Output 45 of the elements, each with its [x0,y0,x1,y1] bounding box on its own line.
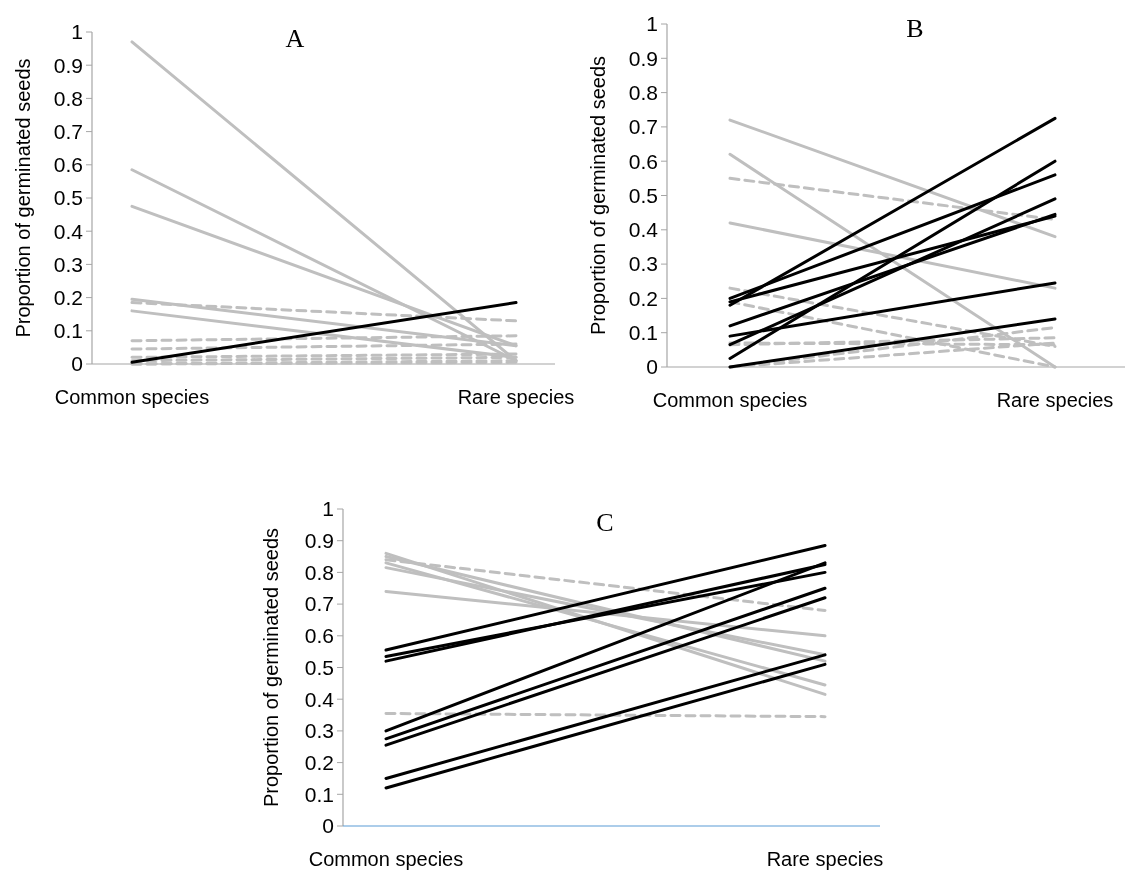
y-tick-label: 0.8 [304,560,334,584]
y-tick-label: 0.2 [53,285,83,309]
y-tick-label: 0.7 [304,592,334,616]
y-tick-label: 0.7 [53,119,83,143]
chart-title: B [906,14,924,44]
x-tick-label: Rare species [996,389,1114,411]
chart-title: C [596,508,614,538]
y-tick-label: 1 [71,20,83,44]
x-tick-label: Common species [308,848,464,870]
x-tick-label: Common species [54,386,210,408]
y-tick-label: 0.2 [304,750,334,774]
y-tick-label: 0.1 [304,782,334,806]
y-tick-label: 0.3 [304,719,334,743]
x-tick-label: Rare species [457,386,575,408]
y-tick-label: 0.6 [53,153,83,177]
y-tick-label: 0.3 [53,252,83,276]
y-axis-title: Proportion of germinated seeds [260,527,282,808]
y-axis-title: Proportion of germinated seeds [12,58,34,338]
y-tick-label: 0.2 [628,286,658,310]
y-tick-label: 0.7 [628,115,658,139]
y-tick-label: 0 [71,352,83,376]
y-tick-label: 0.6 [628,149,658,173]
y-tick-label: 0.9 [304,529,334,553]
y-tick-label: 0.1 [53,319,83,343]
y-tick-label: 1 [322,497,334,521]
y-tick-label: 0.4 [53,219,84,243]
y-tick-label: 0.9 [628,46,658,70]
y-tick-label: 0 [322,814,334,838]
y-tick-label: 0.8 [53,86,83,110]
y-tick-label: 0.1 [628,321,658,345]
y-tick-label: 0.6 [304,624,334,648]
y-tick-label: 0.4 [628,218,659,242]
y-tick-label: 0.3 [628,252,658,276]
x-tick-label: Rare species [766,848,884,870]
x-tick-label: Common species [652,389,808,411]
y-tick-label: 0.4 [304,687,335,711]
chart-title: A [285,24,305,54]
y-axis-title: Proportion of germinated seeds [587,55,609,336]
y-tick-label: 0.5 [628,183,658,207]
y-tick-label: 0.9 [53,53,83,77]
y-tick-label: 0.5 [53,186,83,210]
y-tick-label: 0.8 [628,80,658,104]
y-tick-label: 1 [646,12,658,36]
y-tick-label: 0.5 [304,655,334,679]
y-tick-label: 0 [646,355,658,379]
